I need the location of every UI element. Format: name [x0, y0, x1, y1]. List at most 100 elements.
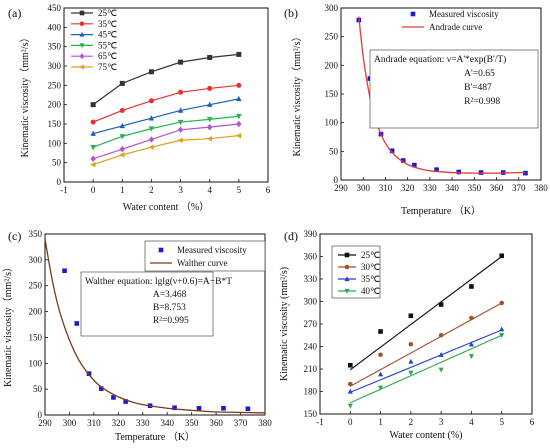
- data-point: [148, 136, 155, 143]
- data-point: [389, 148, 395, 154]
- data-point: [378, 329, 383, 334]
- series-2: [90, 82, 242, 125]
- data-point: [378, 352, 383, 358]
- x-tick-label: 3: [439, 417, 444, 427]
- x-tick-label: 4: [469, 417, 474, 427]
- equation-param: R²=0.995: [153, 316, 189, 326]
- series-line: [92, 123, 239, 160]
- y-tick-label: 150: [29, 332, 43, 342]
- legend-label: Andrade curve: [429, 22, 482, 32]
- series-6: [90, 132, 242, 168]
- data-point: [499, 253, 505, 259]
- series-line: [92, 84, 239, 123]
- series-2: [347, 300, 505, 387]
- x-tick-label: 4: [207, 185, 212, 195]
- legend: Measured viscosity Walther curve: [144, 240, 266, 272]
- x-tick-label: 2: [149, 185, 154, 195]
- fit-line: [350, 334, 502, 404]
- data-point: [172, 405, 177, 411]
- data-point: [469, 284, 474, 289]
- data-point: [236, 51, 242, 57]
- x-tick-label: -1: [316, 417, 324, 427]
- panel-4: (d) -1 0 1 2 3 4 5 6 150 180 210 240 270 300 330 360 390 W…: [279, 229, 535, 441]
- y-tick-label: 390: [304, 229, 318, 239]
- y-tick-label: 350: [29, 229, 43, 239]
- equation-param: A'=0.65: [464, 69, 495, 79]
- data-point: [206, 101, 213, 107]
- x-tick-label: -1: [60, 185, 68, 195]
- legend-marker: [158, 247, 164, 253]
- legend-label: 45℃: [98, 30, 117, 40]
- y-tick-label: 150: [304, 409, 318, 419]
- x-tick-label: 330: [423, 183, 437, 193]
- y-tick-label: 240: [304, 342, 318, 352]
- y-tick-label: 0: [334, 175, 339, 185]
- plot-frame: [63, 7, 269, 183]
- data-point: [468, 354, 474, 360]
- data-point: [178, 89, 184, 95]
- data-point: [438, 367, 444, 373]
- data-point: [235, 132, 242, 139]
- series-5: [90, 120, 242, 163]
- data-point: [119, 145, 126, 153]
- equation-title: Walther equation:: [85, 277, 153, 287]
- data-point: [62, 268, 67, 274]
- data-point: [499, 300, 505, 306]
- data-point: [438, 332, 444, 338]
- data-point: [206, 135, 212, 142]
- data-point: [111, 395, 116, 400]
- legend-label: 40℃: [361, 286, 380, 296]
- x-tick-label: 1: [378, 417, 383, 427]
- x-axis-label: Water content (%): [389, 430, 462, 441]
- y-tick-label: 300: [304, 297, 318, 307]
- equation-formula: ν=A'*exp(B'/T): [444, 54, 506, 65]
- x-tick-label: 300: [63, 418, 77, 428]
- series-line: [92, 135, 239, 166]
- data-point: [236, 114, 242, 120]
- panel-1: (a)-1 0 1 2 3 4 5 6050100150200250300350400450W…: [8, 3, 271, 213]
- data-point: [236, 82, 242, 88]
- y-tick-label: 250: [48, 80, 62, 90]
- data-point: [469, 315, 474, 321]
- data-point: [438, 302, 444, 307]
- data-point: [438, 351, 444, 357]
- legend-marker: [344, 276, 350, 282]
- x-tick-label: 5: [237, 185, 242, 195]
- y-tick-label: 300: [48, 61, 62, 71]
- data-point: [245, 406, 251, 412]
- data-point: [196, 405, 202, 411]
- data-point: [90, 102, 96, 108]
- data-point: [206, 117, 213, 123]
- equation-title: Andrade equation:: [374, 55, 444, 65]
- data-point: [221, 405, 226, 411]
- x-tick-label: 380: [258, 418, 272, 428]
- legend: Measured viscosity Andrade curve: [402, 9, 499, 32]
- x-tick-label: 330: [136, 418, 150, 428]
- y-tick-label: 100: [29, 358, 43, 368]
- panel-2: (b) 290 300 310 320 330 340 350 360 370 380 0 50 100 1…: [284, 3, 548, 217]
- panel-letter: (d): [284, 229, 298, 243]
- data-point: [148, 69, 154, 75]
- plot-frame: [44, 233, 266, 416]
- data-point: [408, 313, 414, 319]
- data-point: [74, 321, 80, 326]
- legend-marker: [79, 53, 85, 60]
- data-point: [90, 130, 96, 136]
- x-tick-label: 350: [468, 183, 482, 193]
- x-tick-label: 320: [112, 418, 126, 428]
- legend-label: 25℃: [361, 250, 380, 260]
- series-3: [347, 326, 505, 394]
- series-3: [90, 95, 242, 136]
- legend-marker: [344, 288, 350, 294]
- equation-frame: [80, 271, 214, 337]
- legend-marker: [410, 11, 416, 17]
- data-point: [347, 403, 353, 409]
- data-point: [119, 134, 126, 140]
- y-tick-label: 50: [33, 384, 43, 394]
- legend-label: 35℃: [361, 274, 380, 284]
- y-axis-label: Kinematic viscosity（mm²/s）: [291, 32, 303, 157]
- equation-param: B'=487: [464, 83, 492, 93]
- data-point: [90, 119, 96, 125]
- series-1: [347, 253, 505, 371]
